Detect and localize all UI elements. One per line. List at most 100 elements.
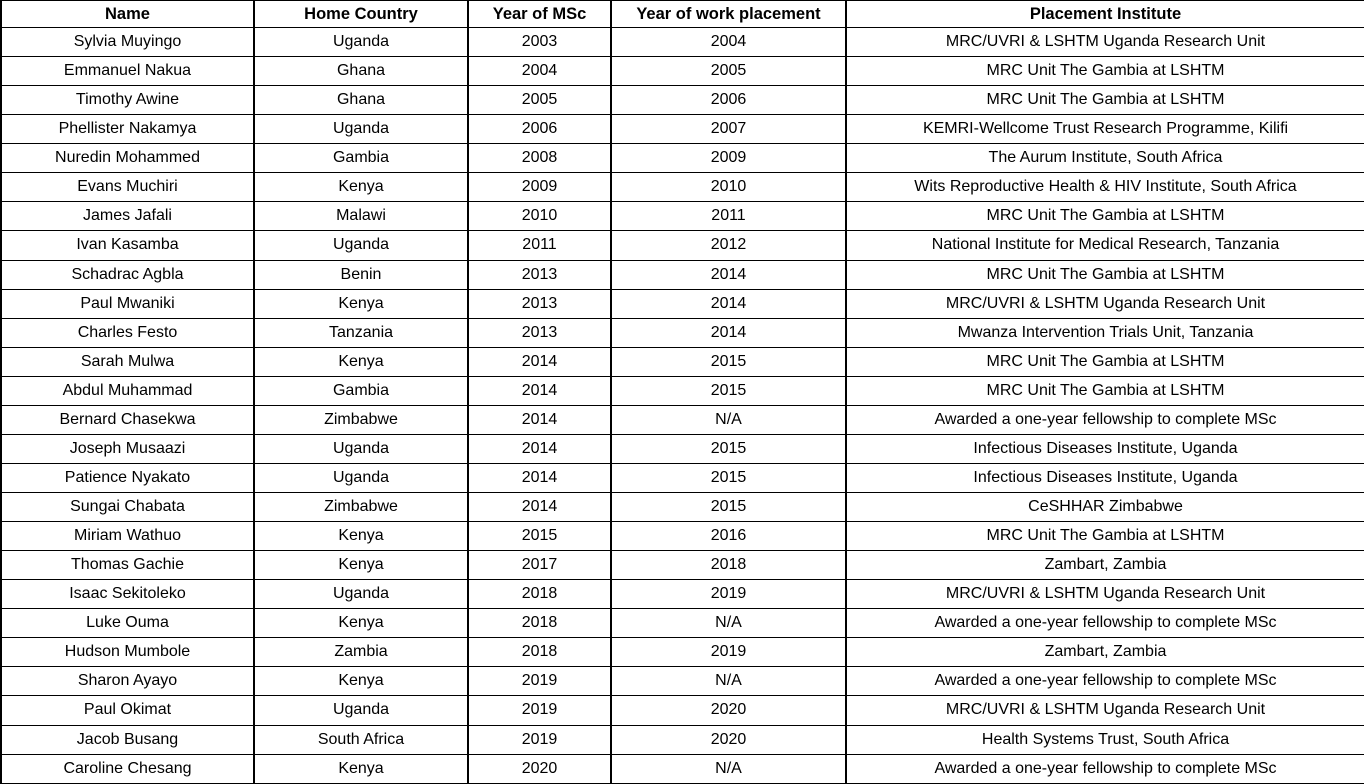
- cell-placement-year: 2006: [610, 85, 847, 116]
- cell-name: Sungai Chabata: [0, 491, 255, 523]
- cell-msc-year: 2014: [467, 346, 612, 377]
- cell-placement-year: 2016: [610, 521, 847, 552]
- column-header-placement-year: Year of work placement: [610, 0, 847, 28]
- cell-home-country: Uganda: [253, 695, 469, 726]
- cell-msc-year: 2014: [467, 462, 612, 494]
- cell-home-country: Uganda: [253, 433, 469, 464]
- table-body: Sylvia Muyingo Uganda 2003 2004 MRC/UVRI & L…: [0, 26, 1364, 784]
- table-row: Nuredin Mohammed Gambia 2008 2009 The Aurum …: [0, 143, 1364, 174]
- cell-institute: Zambart, Zambia: [845, 637, 1364, 668]
- column-header-home-country: Home Country: [253, 0, 469, 28]
- cell-home-country: Kenya: [253, 666, 469, 697]
- cell-name: Bernard Chasekwa: [0, 404, 255, 435]
- cell-msc-year: 2003: [467, 26, 612, 58]
- cell-placement-year: 2020: [610, 724, 847, 755]
- cell-home-country: Gambia: [253, 375, 469, 406]
- cell-msc-year: 2020: [467, 753, 612, 784]
- cell-msc-year: 2006: [467, 114, 612, 145]
- cell-msc-year: 2013: [467, 288, 612, 319]
- cell-msc-year: 2009: [467, 172, 612, 203]
- cell-msc-year: 2017: [467, 550, 612, 581]
- column-header-institute: Placement Institute: [845, 0, 1364, 28]
- table-row: Paul Mwaniki Kenya 2013 2014 MRC/UVRI & LSHT…: [0, 288, 1364, 319]
- cell-home-country: Ghana: [253, 85, 469, 116]
- cell-name: Evans Muchiri: [0, 172, 255, 203]
- cell-placement-year: 2011: [610, 201, 847, 232]
- cell-placement-year: 2010: [610, 172, 847, 203]
- cell-placement-year: 2019: [610, 579, 847, 610]
- cell-name: Paul Okimat: [0, 695, 255, 726]
- cell-home-country: Zimbabwe: [253, 404, 469, 435]
- table-row: Thomas Gachie Kenya 2017 2018 Zambart, Zambi…: [0, 550, 1364, 581]
- cell-placement-year: 2014: [610, 288, 847, 319]
- cell-home-country: Uganda: [253, 462, 469, 494]
- cell-name: Abdul Muhammad: [0, 375, 255, 406]
- cell-msc-year: 2018: [467, 579, 612, 610]
- cell-institute: MRC/UVRI & LSHTM Uganda Research Unit: [845, 579, 1364, 610]
- cell-name: Emmanuel Nakua: [0, 56, 255, 87]
- cell-institute: MRC Unit The Gambia at LSHTM: [845, 85, 1364, 116]
- table-row: Jacob Busang South Africa 2019 2020 Health S…: [0, 724, 1364, 755]
- cell-msc-year: 2014: [467, 433, 612, 464]
- table-row: Sungai Chabata Zimbabwe 2014 2015 CeSHHAR Zi…: [0, 491, 1364, 523]
- cell-msc-year: 2004: [467, 56, 612, 87]
- cell-msc-year: 2013: [467, 317, 612, 348]
- cell-name: Patience Nyakato: [0, 462, 255, 494]
- cell-home-country: Uganda: [253, 114, 469, 145]
- cell-name: Hudson Mumbole: [0, 637, 255, 668]
- cell-name: Thomas Gachie: [0, 550, 255, 581]
- cell-institute: MRC Unit The Gambia at LSHTM: [845, 259, 1364, 290]
- cell-institute: Zambart, Zambia: [845, 550, 1364, 581]
- cell-msc-year: 2005: [467, 85, 612, 116]
- table-row: Isaac Sekitoleko Uganda 2018 2019 MRC/UVRI &…: [0, 579, 1364, 610]
- table-row: James Jafali Malawi 2010 2011 MRC Unit The G…: [0, 201, 1364, 232]
- cell-msc-year: 2010: [467, 201, 612, 232]
- cell-institute: Awarded a one-year fellowship to complet…: [845, 753, 1364, 784]
- table-row: Schadrac Agbla Benin 2013 2014 MRC Unit The …: [0, 259, 1364, 290]
- cell-name: Nuredin Mohammed: [0, 143, 255, 174]
- cell-institute: Infectious Diseases Institute, Uganda: [845, 433, 1364, 464]
- cell-placement-year: 2020: [610, 695, 847, 726]
- cell-placement-year: N/A: [610, 404, 847, 435]
- cell-name: Isaac Sekitoleko: [0, 579, 255, 610]
- header-row: Name Home Country Year of MSc Year of work …: [0, 0, 1364, 28]
- cell-placement-year: 2014: [610, 259, 847, 290]
- cell-institute: MRC Unit The Gambia at LSHTM: [845, 375, 1364, 406]
- cell-name: Sarah Mulwa: [0, 346, 255, 377]
- cell-msc-year: 2015: [467, 521, 612, 552]
- cell-msc-year: 2019: [467, 666, 612, 697]
- cell-home-country: Malawi: [253, 201, 469, 232]
- cell-msc-year: 2018: [467, 608, 612, 639]
- cell-institute: MRC Unit The Gambia at LSHTM: [845, 56, 1364, 87]
- table-row: Ivan Kasamba Uganda 2011 2012 National Insti…: [0, 230, 1364, 261]
- cell-home-country: Uganda: [253, 230, 469, 261]
- cell-msc-year: 2014: [467, 404, 612, 435]
- cell-institute: MRC Unit The Gambia at LSHTM: [845, 201, 1364, 232]
- table-header: Name Home Country Year of MSc Year of work …: [0, 0, 1364, 28]
- cell-msc-year: 2019: [467, 695, 612, 726]
- cell-home-country: Uganda: [253, 579, 469, 610]
- cell-home-country: Kenya: [253, 521, 469, 552]
- cell-home-country: Kenya: [253, 172, 469, 203]
- cell-home-country: Tanzania: [253, 317, 469, 348]
- cell-home-country: Kenya: [253, 753, 469, 784]
- cell-placement-year: 2015: [610, 462, 847, 494]
- cell-institute: The Aurum Institute, South Africa: [845, 143, 1364, 174]
- cell-placement-year: 2007: [610, 114, 847, 145]
- cell-name: Timothy Awine: [0, 85, 255, 116]
- cell-name: Jacob Busang: [0, 724, 255, 755]
- cell-home-country: Kenya: [253, 608, 469, 639]
- cell-home-country: Uganda: [253, 26, 469, 58]
- table-row: Caroline Chesang Kenya 2020 N/A Awarded a on…: [0, 753, 1364, 784]
- table-row: Abdul Muhammad Gambia 2014 2015 MRC Unit The…: [0, 375, 1364, 406]
- cell-institute: Infectious Diseases Institute, Uganda: [845, 462, 1364, 494]
- column-header-name: Name: [0, 0, 255, 28]
- table-row: Sharon Ayayo Kenya 2019 N/A Awarded a one-ye…: [0, 666, 1364, 697]
- cell-institute: MRC Unit The Gambia at LSHTM: [845, 346, 1364, 377]
- table-row: Charles Festo Tanzania 2013 2014 Mwanza Inte…: [0, 317, 1364, 348]
- cell-msc-year: 2008: [467, 143, 612, 174]
- cell-institute: MRC/UVRI & LSHTM Uganda Research Unit: [845, 288, 1364, 319]
- cell-home-country: Ghana: [253, 56, 469, 87]
- cell-home-country: Benin: [253, 259, 469, 290]
